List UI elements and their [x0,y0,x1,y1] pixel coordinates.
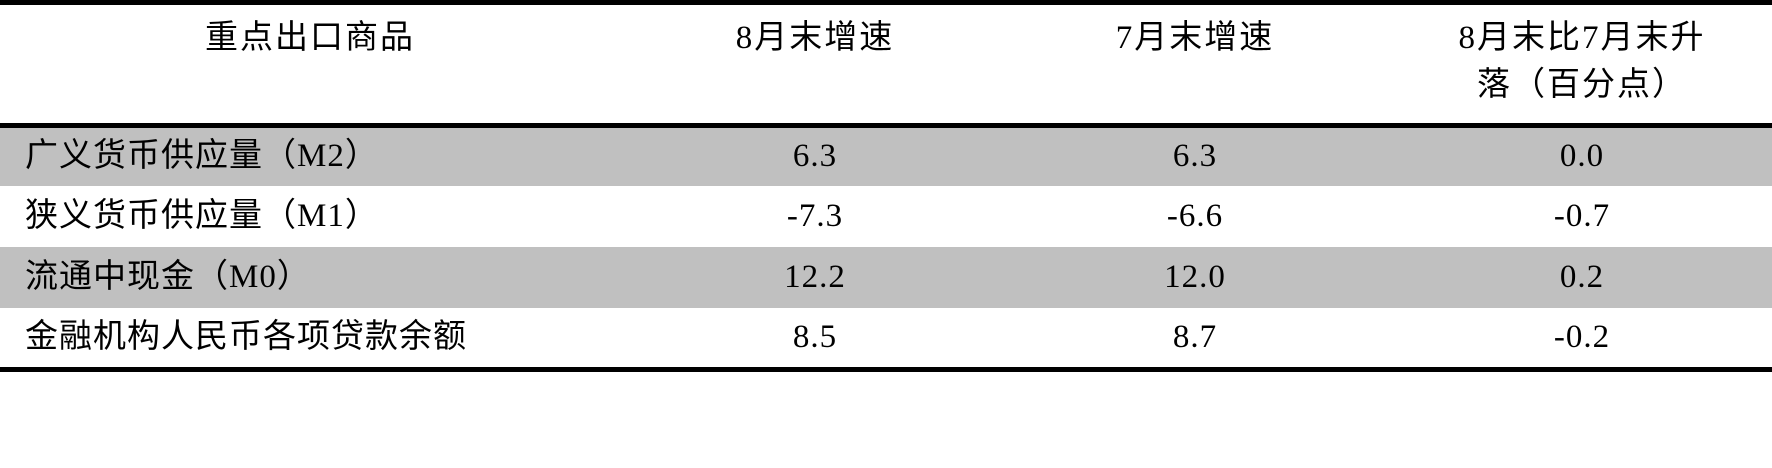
statistics-table-container: 重点出口商品 8月末增速 7月末增速 8月末比7月末升 落（百分点） 广义货币供… [0,2,1772,372]
cell-change: 0.0 [1380,125,1772,187]
cell-aug-growth: 12.2 [620,247,1010,309]
cell-aug-growth: 6.3 [620,125,1010,187]
cell-item: 金融机构人民币各项贷款余额 [0,308,620,372]
column-header-change: 8月末比7月末升 落（百分点） [1380,2,1772,126]
column-header-change-line-2: 落（百分点） [1477,66,1687,103]
cell-item: 狭义货币供应量（M1） [0,186,620,248]
table-header-row: 重点出口商品 8月末增速 7月末增速 8月末比7月末升 落（百分点） [0,2,1772,126]
cell-change: -0.7 [1380,186,1772,248]
cell-jul-growth: 8.7 [1010,308,1380,372]
cell-jul-growth: 6.3 [1010,125,1380,187]
column-header-aug-growth-line-1: 8月末增速 [735,20,895,56]
table-header: 重点出口商品 8月末增速 7月末增速 8月末比7月末升 落（百分点） [0,2,1772,126]
column-header-aug-growth: 8月末增速 [620,2,1010,126]
cell-aug-growth: -7.3 [620,186,1010,248]
cell-change: 0.2 [1380,247,1772,309]
cell-aug-growth: 8.5 [620,308,1010,372]
table-row: 流通中现金（M0） 12.2 12.0 0.2 [0,247,1772,309]
column-header-item: 重点出口商品 [0,2,620,126]
table-row: 狭义货币供应量（M1） -7.3 -6.6 -0.7 [0,186,1772,248]
cell-jul-growth: -6.6 [1010,186,1380,248]
table-body: 广义货币供应量（M2） 6.3 6.3 0.0 狭义货币供应量（M1） -7.3… [0,125,1772,372]
column-header-item-line-1: 重点出口商品 [205,20,415,56]
column-header-jul-growth-line-1: 7月末增速 [1115,20,1275,56]
cell-jul-growth: 12.0 [1010,247,1380,309]
cell-item: 流通中现金（M0） [0,247,620,309]
column-header-jul-growth: 7月末增速 [1010,2,1380,126]
table-row: 广义货币供应量（M2） 6.3 6.3 0.0 [0,125,1772,187]
column-header-change-line-1: 8月末比7月末升 [1458,20,1706,56]
table-row: 金融机构人民币各项贷款余额 8.5 8.7 -0.2 [0,308,1772,372]
cell-item: 广义货币供应量（M2） [0,125,620,187]
cell-change: -0.2 [1380,308,1772,372]
money-supply-growth-table: 重点出口商品 8月末增速 7月末增速 8月末比7月末升 落（百分点） 广义货币供… [0,2,1772,372]
